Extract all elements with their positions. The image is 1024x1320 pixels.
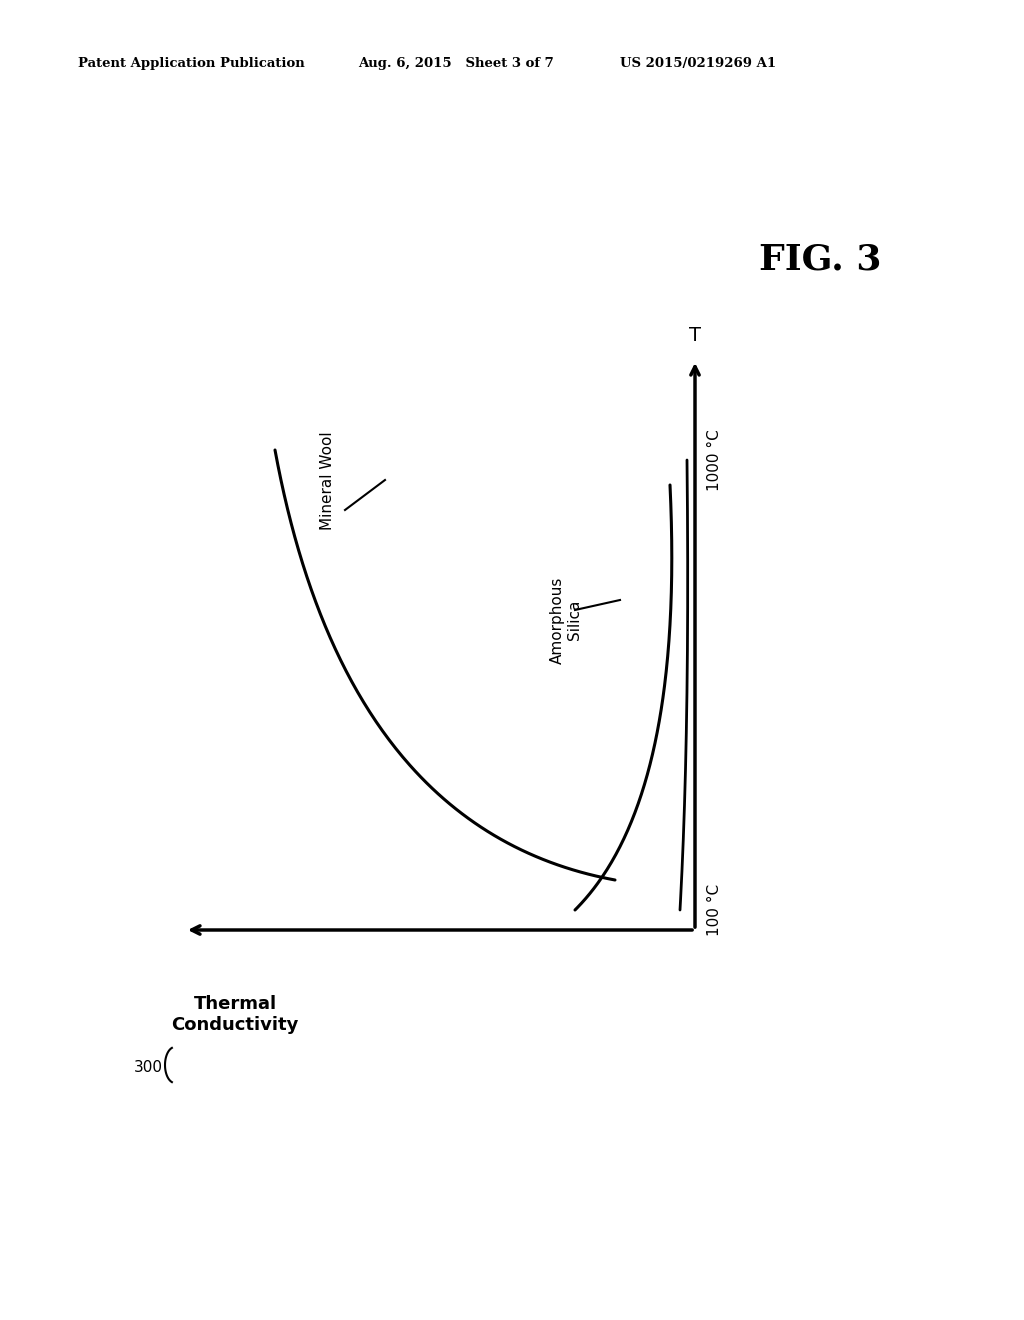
Text: 300: 300 [134,1060,163,1076]
Text: Aug. 6, 2015   Sheet 3 of 7: Aug. 6, 2015 Sheet 3 of 7 [358,57,554,70]
Text: Thermal
Conductivity: Thermal Conductivity [171,995,299,1034]
Text: Amorphous
Silica: Amorphous Silica [550,577,583,664]
Text: 100 °C: 100 °C [707,884,722,936]
Text: Mineral Wool: Mineral Wool [319,432,335,531]
Text: FIG. 3: FIG. 3 [759,243,882,277]
Text: Patent Application Publication: Patent Application Publication [78,57,305,70]
Text: T: T [689,326,701,345]
Text: 1000 °C: 1000 °C [707,429,722,491]
Text: US 2015/0219269 A1: US 2015/0219269 A1 [620,57,776,70]
